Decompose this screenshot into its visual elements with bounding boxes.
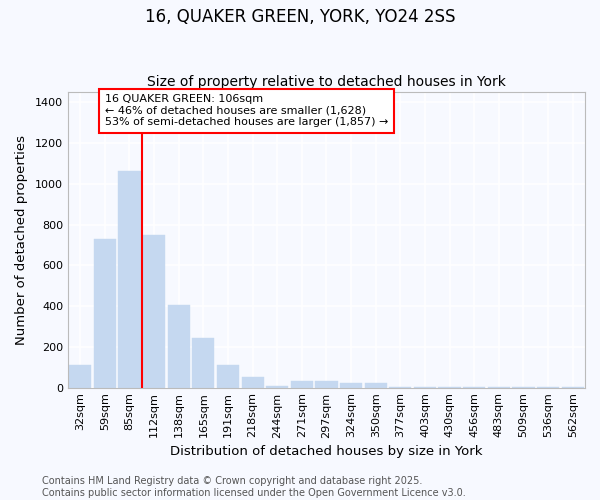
Bar: [316, 382, 338, 388]
Title: Size of property relative to detached houses in York: Size of property relative to detached ho…: [147, 76, 506, 90]
Y-axis label: Number of detached properties: Number of detached properties: [15, 135, 28, 345]
Bar: [291, 382, 313, 388]
Bar: [69, 365, 91, 388]
Bar: [340, 384, 362, 388]
Text: 16, QUAKER GREEN, YORK, YO24 2SS: 16, QUAKER GREEN, YORK, YO24 2SS: [145, 8, 455, 26]
Text: 16 QUAKER GREEN: 106sqm
← 46% of detached houses are smaller (1,628)
53% of semi: 16 QUAKER GREEN: 106sqm ← 46% of detache…: [105, 94, 388, 128]
Bar: [143, 234, 165, 388]
Bar: [266, 386, 289, 388]
Bar: [94, 239, 116, 388]
X-axis label: Distribution of detached houses by size in York: Distribution of detached houses by size …: [170, 444, 483, 458]
Bar: [192, 338, 214, 388]
Bar: [118, 170, 140, 388]
Text: Contains HM Land Registry data © Crown copyright and database right 2025.
Contai: Contains HM Land Registry data © Crown c…: [42, 476, 466, 498]
Bar: [217, 365, 239, 388]
Bar: [365, 384, 387, 388]
Bar: [167, 305, 190, 388]
Bar: [242, 378, 263, 388]
